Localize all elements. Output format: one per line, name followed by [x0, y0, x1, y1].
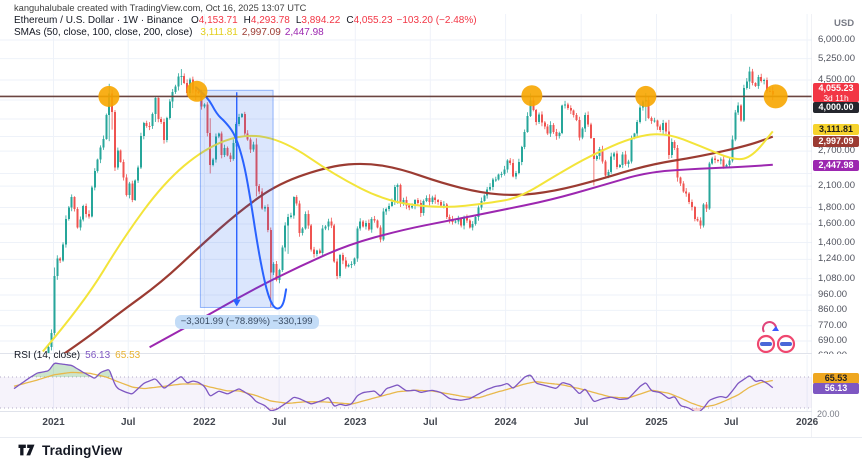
price-tick-label: 690.00 — [818, 335, 848, 346]
time-tick-label: 2022 — [193, 417, 216, 428]
price-tick-label: 960.00 — [818, 289, 848, 301]
price-tick-label: 1,080.00 — [818, 272, 855, 284]
sma100-line[interactable] — [40, 135, 774, 371]
rsi-value: 56.13 — [85, 350, 111, 361]
tradingview-logo-icon[interactable] — [17, 442, 36, 458]
time-axis[interactable]: 2021 Jul 2022 Jul 2023 Jul 2024 Jul 2025 Jul 2026 — [0, 411, 862, 437]
price-badge: 2,447.98 — [813, 160, 859, 171]
change-value: −103.20 (−2.48%) — [396, 15, 477, 26]
price-tick-label: 2,700.00 — [818, 145, 855, 157]
price-axis[interactable]: USD 6,000.00 5,250.00 4,500.00 2,700.00 2,10… — [812, 14, 862, 437]
sma-legend[interactable]: SMAs (50, close, 100, close, 200, close)… — [14, 27, 324, 38]
circle-marker-icon[interactable] — [763, 84, 788, 109]
price-tick-label: 2,100.00 — [818, 180, 855, 192]
cycle-sticker-icon — [762, 321, 777, 333]
bar-countdown: 3d 11h — [823, 92, 849, 103]
rsi-legend[interactable]: RSI (14, close) 56.13 65.53 — [14, 350, 140, 361]
sma50-value: 3,111.81 — [200, 27, 238, 38]
price-tick-label: 5,250.00 — [818, 52, 855, 64]
price-tick-label: 860.00 — [818, 304, 848, 316]
ohlc-item: C4,055.23 — [346, 15, 393, 26]
time-tick-label: Jul — [271, 417, 287, 428]
bottom-bar: TradingView — [0, 437, 862, 462]
circle-marker-icon[interactable] — [521, 85, 543, 107]
price-badge: 2,997.09 — [813, 135, 859, 147]
time-tick-label: 2021 — [42, 417, 65, 428]
time-tick-label: 2025 — [645, 417, 668, 428]
time-tick-label: Jul — [423, 417, 438, 428]
price-tick-label: 770.00 — [818, 319, 848, 331]
ohlc-item: L3,894.22 — [295, 15, 341, 26]
circle-marker-icon[interactable] — [98, 85, 120, 107]
ohlc-item: H4,293.78 — [243, 15, 290, 26]
sticker-icons[interactable] — [756, 321, 796, 354]
price-tick-label-clipped: 620.00 — [818, 350, 847, 354]
price-tick-label: 4,500.00 — [818, 74, 855, 86]
currency-label: USD — [834, 18, 855, 29]
time-tick-label: Jul — [573, 417, 589, 428]
sma200-value: 2,447.98 — [284, 27, 324, 38]
rsi-legend-label: RSI (14, close) — [14, 350, 81, 361]
time-tick-label: 2023 — [344, 417, 367, 428]
sma100-value: 2,997.09 — [241, 27, 281, 38]
sma200-line[interactable] — [149, 163, 773, 349]
attribution-text: kanguhalubale created with TradingView.c… — [14, 3, 307, 13]
price-badge: 3,111.81 — [813, 124, 859, 135]
price-tick-label: 1,800.00 — [818, 201, 855, 213]
time-tick-label: Jul — [723, 417, 739, 428]
rsi-ma-value: 65.53 — [115, 350, 141, 361]
price-tick-label: 1,400.00 — [818, 236, 855, 248]
measure-arrow-icon — [232, 299, 241, 307]
measure-annotation[interactable]: −3,301.99 (−78.89%) −330,199 — [174, 315, 319, 330]
ohlc-item: O4,153.71 — [190, 15, 238, 26]
rsi-pane[interactable] — [0, 355, 812, 413]
price-grid — [0, 14, 812, 354]
symbol-title: Ethereum / U.S. Dollar · 1W · Binance — [14, 15, 183, 26]
sma50-line[interactable] — [42, 130, 774, 353]
time-tick-label: Jul — [121, 417, 136, 428]
ohlc-values: O4,153.71 H4,293.78 L3,894.22 C4,055.23 — [191, 15, 393, 26]
price-tick-label: 1,600.00 — [818, 217, 855, 229]
circle-marker-icon[interactable] — [635, 85, 657, 107]
drawn-curve[interactable] — [195, 86, 288, 310]
price-tick-label: 1,240.00 — [818, 253, 855, 265]
price-badge: 4,055.23 3d 11h — [813, 83, 859, 102]
price-badge: 4,000.00 — [813, 102, 859, 113]
sma-legend-label: SMAs (50, close, 100, close, 200, close) — [14, 27, 193, 38]
time-tick-label: 2026 — [795, 417, 819, 428]
rsi-badge: 65.53 — [813, 373, 859, 384]
circle-marker-icon[interactable] — [186, 80, 208, 102]
time-tick-label: 2024 — [494, 417, 517, 428]
rsi-line[interactable] — [13, 362, 774, 413]
price-tick-label: 6,000.00 — [818, 34, 855, 45]
rsi-axis-extra-label: 20.00 — [817, 409, 840, 419]
rsi-badge: 56.13 — [813, 383, 859, 394]
price-pane[interactable] — [0, 66, 812, 441]
rsi-ma-line[interactable] — [13, 371, 773, 408]
tradingview-logo-text[interactable]: TradingView — [42, 442, 123, 458]
symbol-legend[interactable]: Ethereum / U.S. Dollar · 1W · Binance O4… — [14, 15, 477, 26]
